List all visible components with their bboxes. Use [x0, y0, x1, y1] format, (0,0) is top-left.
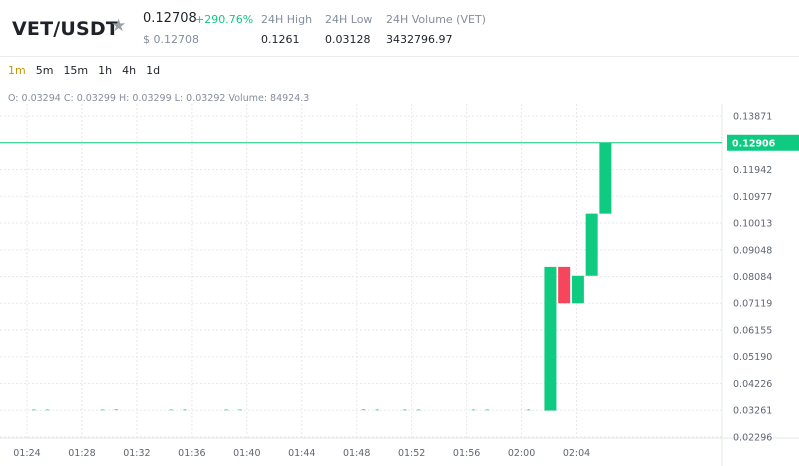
- x-tick-label: 02:04: [563, 448, 590, 459]
- price-change-percent: +290.76%: [195, 13, 254, 26]
- x-tick-label: 01:44: [288, 448, 315, 459]
- y-tick-label: 0.05190: [733, 352, 772, 363]
- stat-24h-high-value: 0.1261: [261, 33, 300, 46]
- y-tick-label: 0.02296: [733, 433, 772, 444]
- candle: [599, 142, 612, 214]
- x-tick-label: 01:32: [123, 448, 150, 459]
- usd-price: $ 0.12708: [143, 33, 199, 46]
- candle: [100, 409, 105, 411]
- candle: [45, 409, 50, 411]
- stat-24h-low-value: 0.03128: [325, 33, 371, 46]
- current-price-tag: [727, 134, 799, 151]
- candle: [31, 409, 36, 411]
- x-tick-label: 01:40: [233, 448, 260, 459]
- candle: [485, 409, 490, 411]
- candle: [361, 409, 366, 411]
- interval-1d[interactable]: 1d: [146, 64, 161, 77]
- interval-1h[interactable]: 1h: [98, 64, 113, 77]
- ohlc-readout: O: 0.03294 C: 0.03299 H: 0.03299 L: 0.03…: [8, 93, 310, 104]
- candle: [571, 275, 584, 304]
- candle: [182, 409, 187, 411]
- x-tick-label: 02:00: [508, 448, 535, 459]
- y-tick-label: 0.08084: [733, 272, 772, 283]
- star-icon[interactable]: ★: [111, 16, 127, 36]
- candle: [471, 409, 476, 411]
- stat-24h-low-label: 24H Low: [325, 13, 373, 26]
- x-tick-label: 01:52: [398, 448, 425, 459]
- candle: [375, 409, 380, 411]
- stat-24h-volume-value: 3432796.97: [386, 33, 453, 46]
- candle: [585, 213, 598, 276]
- x-tick-label: 01:36: [178, 448, 205, 459]
- candle: [558, 266, 571, 304]
- candle: [169, 409, 174, 411]
- y-tick-label: 0.11942: [733, 165, 772, 176]
- x-tick-label: 01:28: [68, 448, 95, 459]
- y-tick-label: 0.09048: [733, 245, 772, 256]
- pair-title: VET/USDT: [12, 18, 120, 40]
- last-price: 0.12708: [143, 11, 197, 26]
- interval-15m[interactable]: 15m: [63, 64, 89, 77]
- candle: [237, 409, 242, 411]
- interval-1m[interactable]: 1m: [8, 64, 26, 77]
- y-tick-label: 0.04226: [733, 379, 772, 390]
- candle: [402, 409, 407, 411]
- stat-24h-volume-label: 24H Volume (VET): [386, 13, 486, 26]
- y-tick-label: 0.03261: [733, 406, 772, 417]
- interval-4h[interactable]: 4h: [122, 64, 137, 77]
- y-tick-label: 0.06155: [733, 325, 772, 336]
- x-tick-label: 01:56: [453, 448, 480, 459]
- y-tick-label: 0.10977: [733, 192, 772, 203]
- y-tick-label: 0.10013: [733, 218, 772, 229]
- interval-selector: 1m 5m 15m 1h 4h 1d: [8, 64, 170, 80]
- x-tick-label: 01:24: [13, 448, 40, 459]
- interval-5m[interactable]: 5m: [35, 64, 54, 77]
- candlestick-chart[interactable]: 0.13871 0.11942 0.10977 0.10013 0.09048 0.080…: [0, 104, 799, 466]
- x-tick-label: 01:48: [343, 448, 370, 459]
- candle: [544, 266, 557, 411]
- ticker-header: VET/USDT ★ 0.12708 +290.76% $ 0.12708 24…: [0, 0, 799, 57]
- candle: [416, 409, 421, 411]
- current-price-label: 0.12906: [732, 138, 776, 149]
- stat-24h-high-label: 24H High: [261, 13, 313, 26]
- candle: [114, 409, 119, 411]
- candle: [224, 409, 229, 411]
- y-tick-label: 0.13871: [733, 112, 772, 123]
- candle: [526, 409, 531, 411]
- y-tick-label: 0.07119: [733, 299, 772, 310]
